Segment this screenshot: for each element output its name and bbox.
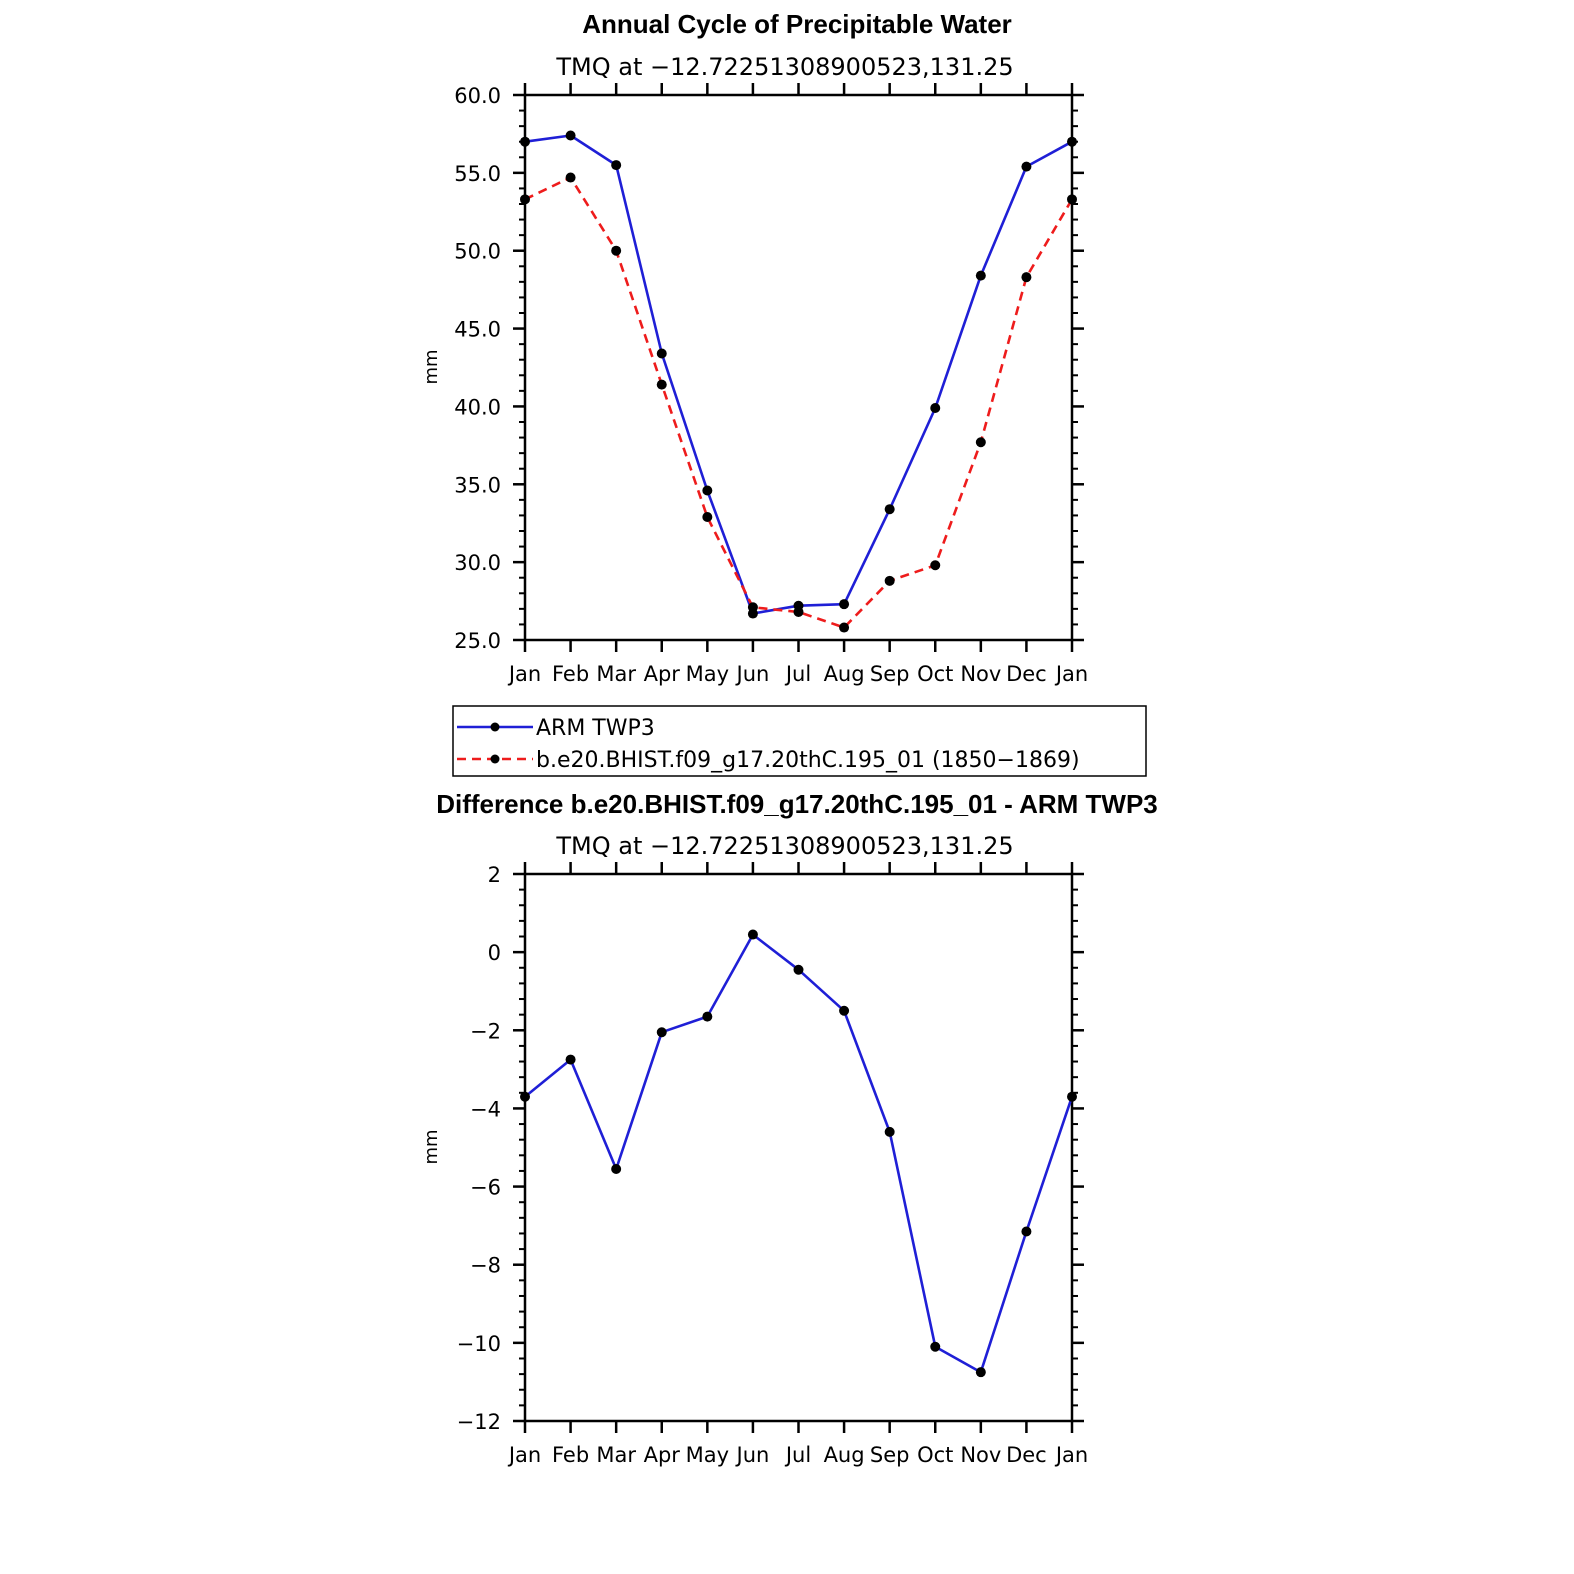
top-series-0-point xyxy=(520,136,530,147)
top-series-line-1 xyxy=(524,176,1074,629)
top-series-0-point xyxy=(565,130,576,141)
top-series-1-point xyxy=(930,560,941,571)
top-series-0-point xyxy=(884,504,895,515)
top-xtick-label: Mar xyxy=(596,662,636,686)
bottom-xtick-label: Nov xyxy=(960,1443,1001,1467)
top-series-1-point xyxy=(656,379,667,390)
bottom-xtick-label: Sep xyxy=(870,1443,910,1467)
bottom-ytick-label: −8 xyxy=(470,1254,501,1278)
top-xtick-label: Jun xyxy=(735,662,770,686)
bottom-series-0-point xyxy=(884,1126,895,1137)
bottom-xtick-label: Feb xyxy=(552,1443,589,1467)
bottom-xtick-label: Dec xyxy=(1006,1443,1047,1467)
top-series-line-0 xyxy=(524,134,1073,615)
top-series-0-point xyxy=(975,270,986,281)
top-series-1-point xyxy=(1067,194,1077,205)
plot-area-top: 25.0 30.0 35.0 40.0 45.0 50.0 55.0 60.0 Jan Feb Ma… xyxy=(454,83,1088,686)
top-frame xyxy=(523,93,1074,642)
bottom-series-0-point xyxy=(702,1011,713,1022)
top-series-1-point xyxy=(884,575,895,586)
top-series-1-point xyxy=(1021,272,1032,283)
top-xtick-label: Feb xyxy=(552,662,589,686)
bottom-xtick-label: Aug xyxy=(824,1443,865,1467)
bottom-ytick-label: −10 xyxy=(457,1332,501,1356)
top-series-1-point xyxy=(975,437,986,448)
bottom-xtick-label: Oct xyxy=(917,1443,953,1467)
legend-marker-model xyxy=(490,754,500,764)
bottom-ytick-label: −4 xyxy=(470,1097,501,1121)
legend-label-arm: ARM TWP3 xyxy=(536,716,655,741)
bottom-xtick-label: Jan xyxy=(1054,1443,1088,1467)
bottom-xtick-label: Jan xyxy=(507,1443,541,1467)
bottom-series-0-point xyxy=(520,1091,530,1102)
chart-title-bottom: Difference b.e20.BHIST.f09_g17.20thC.195… xyxy=(436,789,1158,819)
top-xtick-label: Jan xyxy=(1054,662,1088,686)
bottom-series-0-point xyxy=(975,1367,986,1378)
top-xtick-label: Nov xyxy=(960,662,1001,686)
legend: ARM TWP3 b.e20.BHIST.f09_g17.20thC.195_0… xyxy=(452,705,1147,777)
bottom-xtick-label: Jun xyxy=(735,1443,770,1467)
bottom-ytick-label: −2 xyxy=(470,1019,501,1043)
bottom-series-0-point xyxy=(611,1163,622,1174)
top-ytick-label: 40.0 xyxy=(454,395,501,419)
top-xtick-label: Dec xyxy=(1006,662,1047,686)
top-series-0-point xyxy=(611,160,622,171)
top-series-0-point xyxy=(1021,161,1032,172)
bottom-ytick-label: −12 xyxy=(457,1410,501,1434)
y-axis-label-top: mm xyxy=(421,349,442,384)
bottom-xtick-label: May xyxy=(686,1443,729,1467)
bottom-series-0-point xyxy=(1021,1226,1032,1237)
bottom-series-0-point xyxy=(1067,1091,1077,1102)
chart-title-top: Annual Cycle of Precipitable Water xyxy=(582,9,1012,39)
top-series-0-point xyxy=(656,348,667,359)
chart-subtitle-top: TMQ at −12.72251308900523,131.25 xyxy=(555,53,1013,81)
top-series-1-point xyxy=(702,511,713,522)
top-series-0-point xyxy=(1067,136,1077,147)
bottom-series-0-point xyxy=(747,929,758,940)
top-series-0-point xyxy=(930,402,941,413)
top-series-0-point xyxy=(839,599,850,610)
y-axis-label-bottom: mm xyxy=(421,1129,442,1164)
plot-area-bottom: −12 −10 −8 −6 −4 −2 0 2 Jan Feb Mar Apr May Jun Jul Aug… xyxy=(457,862,1088,1467)
top-series-1-point xyxy=(793,606,804,617)
top-series-0-point xyxy=(702,485,713,496)
bottom-series-0-point xyxy=(930,1341,941,1352)
chart-subtitle-bottom: TMQ at −12.72251308900523,131.25 xyxy=(555,832,1013,860)
bottom-series-0-point xyxy=(565,1054,576,1065)
legend-marker-arm xyxy=(490,722,500,732)
top-ytick-label: 35.0 xyxy=(454,473,501,497)
top-series-1-point xyxy=(839,622,850,633)
top-xtick-label: Apr xyxy=(644,662,681,686)
bottom-xtick-label: Apr xyxy=(644,1443,681,1467)
top-ytick-label: 25.0 xyxy=(454,629,501,653)
bottom-xtick-label: Mar xyxy=(596,1443,636,1467)
legend-label-model: b.e20.BHIST.f09_g17.20thC.195_01 (1850−1… xyxy=(536,748,1080,773)
bottom-series-0-point xyxy=(656,1027,667,1038)
bottom-ytick-label: −6 xyxy=(470,1176,501,1200)
top-ytick-label: 30.0 xyxy=(454,551,501,575)
top-ytick-label: 45.0 xyxy=(454,318,501,342)
bottom-series-0-point xyxy=(839,1005,850,1016)
top-series-1-point xyxy=(520,194,530,205)
top-series-1-point xyxy=(565,172,576,183)
bottom-ytick-label: 2 xyxy=(488,863,501,887)
top-xtick-label: Oct xyxy=(917,662,953,686)
bottom-series-0-point xyxy=(793,964,804,975)
bottom-ytick-label: 0 xyxy=(488,941,501,965)
top-xtick-label: May xyxy=(686,662,729,686)
top-xtick-label: Jul xyxy=(784,662,811,686)
legend-box xyxy=(452,705,1147,777)
bottom-series-line-0 xyxy=(524,933,1074,1374)
top-ytick-label: 55.0 xyxy=(454,162,501,186)
top-xtick-label: Jan xyxy=(507,662,541,686)
top-xtick-label: Sep xyxy=(870,662,910,686)
top-series-1-point xyxy=(611,245,622,256)
top-ytick-label: 50.0 xyxy=(454,240,501,264)
top-series-1-point xyxy=(747,602,758,613)
top-ytick-label: 60.0 xyxy=(454,84,501,108)
top-xtick-label: Aug xyxy=(824,662,865,686)
bottom-xtick-label: Jul xyxy=(784,1443,811,1467)
